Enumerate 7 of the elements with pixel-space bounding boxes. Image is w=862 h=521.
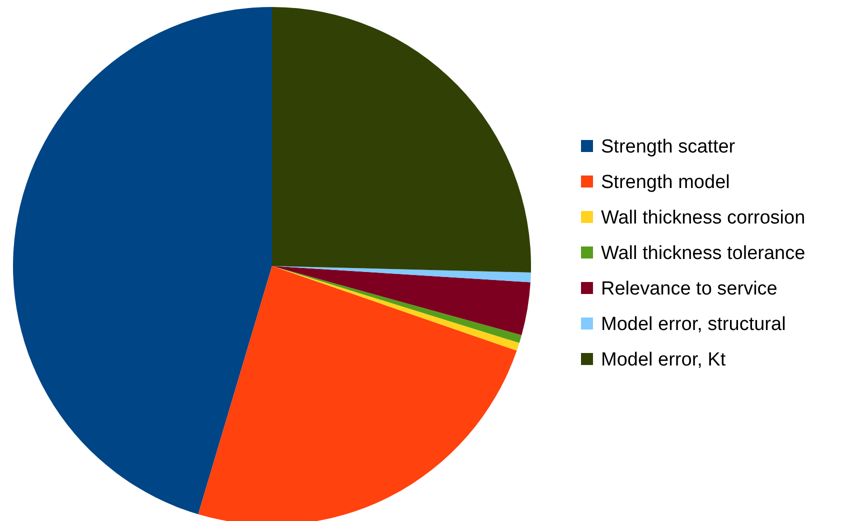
legend-label: Strength scatter: [601, 136, 736, 158]
legend-label: Wall thickness corrosion: [601, 208, 806, 229]
legend-label: Model error, structural: [601, 314, 786, 336]
legend-label: Relevance to service: [601, 278, 778, 300]
legend-label: Model error, Kt: [601, 350, 726, 371]
legend-label: Wall thickness tolerance: [601, 243, 806, 264]
legend-label: Strength model: [601, 172, 730, 194]
